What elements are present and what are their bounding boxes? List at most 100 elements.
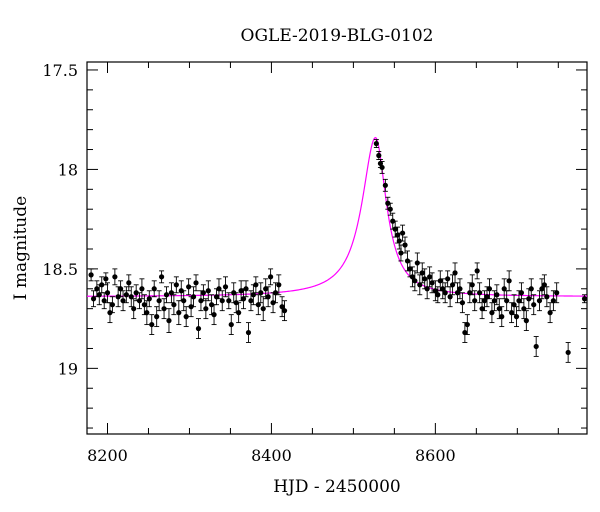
- data-point: [238, 280, 244, 302]
- data-marker: [477, 290, 483, 296]
- data-marker: [528, 286, 534, 292]
- data-point: [226, 292, 232, 310]
- data-point: [464, 314, 470, 335]
- data-marker: [250, 292, 256, 298]
- data-marker: [203, 306, 209, 312]
- data-point: [190, 286, 197, 308]
- data-marker: [376, 152, 382, 159]
- data-marker: [238, 288, 244, 294]
- data-point: [531, 294, 537, 316]
- data-marker: [240, 296, 247, 302]
- data-marker: [265, 294, 271, 300]
- data-point: [126, 274, 132, 292]
- data-marker: [547, 310, 553, 316]
- data-marker: [248, 298, 254, 304]
- data-point: [171, 294, 177, 316]
- data-marker: [412, 278, 418, 284]
- y-tick-label: 18: [58, 160, 78, 179]
- data-marker: [211, 312, 217, 318]
- data-point: [528, 278, 534, 300]
- data-point: [511, 294, 517, 316]
- data-point: [245, 322, 252, 343]
- data-marker: [489, 310, 495, 316]
- data-point: [536, 290, 543, 312]
- data-point: [445, 270, 451, 288]
- data-marker: [387, 206, 393, 212]
- data-point: [541, 274, 547, 296]
- data-marker: [141, 302, 147, 308]
- data-marker: [128, 294, 134, 300]
- data-point: [399, 224, 406, 242]
- data-point: [205, 280, 211, 302]
- data-point: [200, 284, 206, 302]
- data-marker: [427, 274, 433, 280]
- data-marker: [437, 278, 443, 284]
- data-marker: [462, 329, 468, 336]
- y-tick-label: 17.5: [42, 61, 78, 80]
- data-marker: [243, 286, 249, 292]
- data-marker: [373, 140, 379, 147]
- data-point: [376, 151, 382, 160]
- data-marker: [440, 286, 446, 292]
- data-marker: [276, 282, 282, 288]
- data-marker: [236, 310, 242, 316]
- data-point: [195, 318, 202, 339]
- data-point: [373, 139, 379, 148]
- data-marker: [99, 282, 105, 288]
- data-point: [104, 282, 111, 304]
- data-point: [255, 294, 261, 316]
- data-marker: [200, 290, 206, 296]
- data-point: [228, 314, 234, 335]
- data-marker: [523, 318, 529, 324]
- data-point: [479, 298, 485, 320]
- data-marker: [452, 270, 458, 276]
- data-point: [265, 286, 271, 308]
- data-marker: [484, 294, 490, 300]
- data-point: [484, 286, 490, 308]
- y-tick-label: 19: [58, 359, 78, 378]
- data-point: [402, 236, 408, 254]
- data-point: [457, 278, 463, 300]
- data-point: [382, 178, 388, 192]
- data-point: [459, 292, 466, 314]
- data-point: [146, 290, 152, 308]
- data-points: [88, 139, 587, 363]
- data-marker: [454, 290, 461, 296]
- data-marker: [166, 318, 172, 324]
- data-marker: [379, 164, 385, 171]
- data-marker: [449, 282, 456, 288]
- data-point: [496, 298, 502, 320]
- data-marker: [186, 284, 192, 290]
- data-point: [181, 290, 187, 312]
- data-marker: [447, 294, 453, 300]
- data-point: [120, 290, 126, 312]
- data-point: [272, 282, 279, 304]
- data-point: [454, 282, 461, 304]
- data-marker: [94, 286, 100, 292]
- data-point: [173, 276, 179, 294]
- data-point: [516, 290, 522, 312]
- data-marker: [272, 290, 279, 296]
- data-point: [183, 306, 189, 328]
- data-marker: [398, 250, 404, 256]
- data-point: [186, 278, 192, 296]
- data-marker: [104, 290, 111, 296]
- data-marker: [554, 290, 560, 296]
- data-marker: [457, 286, 463, 292]
- x-tick-label: 8600: [415, 446, 456, 465]
- data-marker: [156, 298, 162, 304]
- data-point: [149, 314, 155, 335]
- data-marker: [499, 314, 505, 320]
- data-marker: [392, 226, 398, 232]
- data-point: [123, 286, 129, 304]
- x-axis-label: HJD - 2450000: [273, 477, 401, 497]
- data-point: [166, 308, 172, 333]
- data-marker: [432, 288, 438, 294]
- data-marker: [424, 286, 430, 292]
- data-point: [539, 278, 545, 300]
- data-point: [518, 282, 525, 304]
- data-point: [544, 286, 550, 308]
- data-marker: [541, 282, 547, 288]
- data-marker: [399, 230, 406, 236]
- data-point: [260, 296, 266, 322]
